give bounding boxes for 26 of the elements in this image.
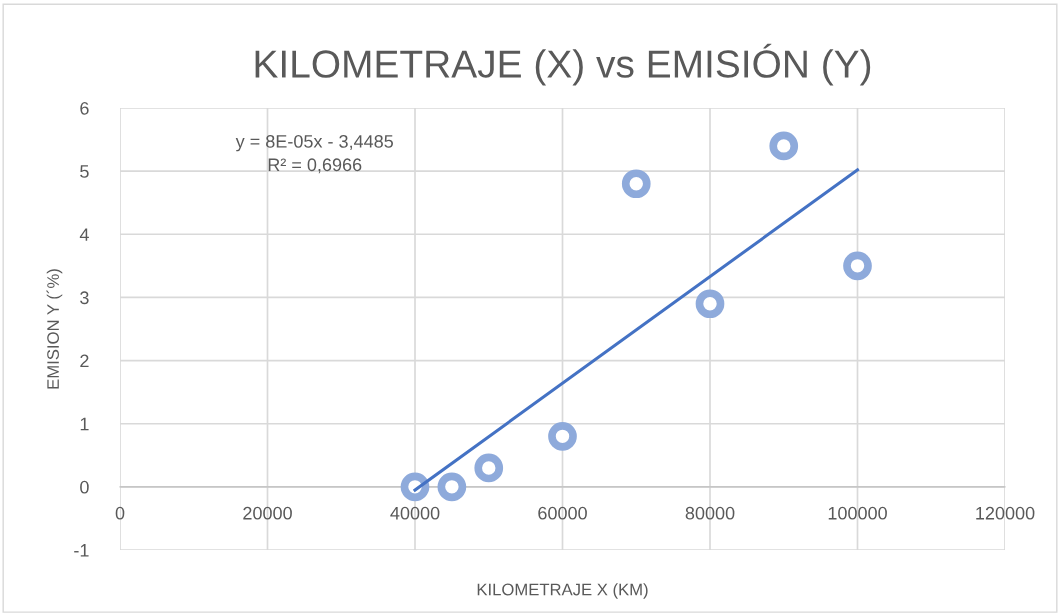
point	[548, 421, 577, 451]
y-tick-label: -1	[74, 544, 89, 557]
point	[695, 289, 725, 319]
x-tick-label: 0	[115, 506, 125, 520]
point	[474, 453, 504, 483]
y-tick-label: 4	[79, 228, 89, 241]
x-tick-label: 120000	[976, 506, 1035, 520]
x-axis-title: KILOMETRAJE X (KM)	[477, 583, 648, 599]
y-axis-title: EMISION Y (´%)	[46, 269, 63, 389]
x-tick-label: 80000	[685, 506, 735, 520]
y-tick-label: 2	[80, 354, 89, 368]
y-tick-label: 0	[80, 480, 89, 494]
y-tick-label: 5	[80, 165, 89, 178]
point	[437, 472, 467, 502]
annotation: y = 8E-05x - 3,4485 R² = 0,6966	[235, 135, 393, 174]
x-tick-label: 20000	[243, 506, 292, 520]
y-tick-label: 3	[80, 291, 89, 305]
x-tick-label: 60000	[538, 506, 587, 520]
y-tick-label: 6	[80, 101, 89, 115]
y-tick-label: 1	[80, 417, 89, 431]
point	[843, 251, 872, 281]
chart-title: KILOMETRAJE (X) vs EMISIÓN (Y)	[255, 43, 871, 86]
point	[769, 131, 799, 161]
x-tick-label: 40000	[390, 506, 440, 520]
x-tick-label: 100000	[828, 506, 887, 520]
point	[621, 169, 651, 199]
